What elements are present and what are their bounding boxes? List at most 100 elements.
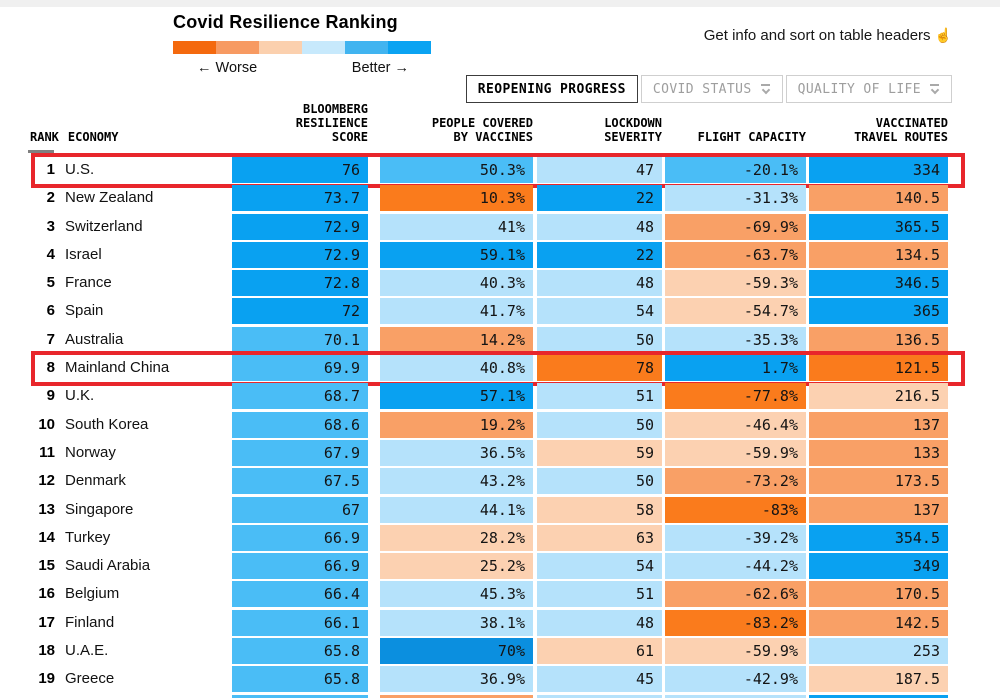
header-line: BLOOMBERG [302, 102, 368, 116]
column-header-lockdown-severity[interactable]: LOCKDOWN SEVERITY [545, 116, 670, 144]
economy-cell: New Zealand [65, 189, 154, 207]
header-line: LOCKDOWN [604, 116, 662, 130]
routes-cell: 170.5 [809, 581, 948, 608]
legend-color-segment [388, 41, 431, 54]
routes-cell: 134.5 [809, 241, 948, 268]
rank-cell: 9 [46, 387, 55, 405]
routes-cell: 137 [809, 496, 948, 523]
routes-cell: 136.5 [809, 326, 948, 353]
vaccines-cell: 44.1% [380, 496, 533, 523]
vaccines-cell: 19.2% [380, 411, 533, 438]
lockdown-cell: 54 [537, 553, 662, 580]
table-row [30, 694, 948, 698]
economy-cell: Belgium [65, 585, 120, 603]
rank-cell: 3 [46, 217, 55, 235]
page-title: Covid Resilience Ranking [173, 12, 398, 32]
rank-cell: 11 [39, 443, 55, 461]
vaccines-cell: 40.3% [380, 270, 533, 297]
vaccines-cell: 28.2% [380, 524, 533, 551]
flight-cell: -83% [665, 496, 806, 523]
economy-cell: U.S. [65, 161, 95, 178]
score-cell: 66.4 [232, 581, 368, 608]
legend-color-segment [259, 41, 302, 54]
routes-cell: 187.5 [809, 666, 948, 693]
table-row: 11 Norway 67.9 36.5% 59 -59.9% 133 [30, 439, 948, 466]
score-cell: 66.9 [232, 553, 368, 580]
flight-cell: -39.2% [665, 524, 806, 551]
economy-cell: Australia [65, 330, 124, 348]
rank-cell: 13 [38, 500, 55, 518]
table-row: 17 Finland 66.1 38.1% 48 -83.2% 142.5 [30, 609, 948, 636]
vaccines-cell: 57.1% [380, 383, 533, 410]
score-cell: 72 [232, 298, 368, 325]
vaccines-cell: 10.3% [380, 185, 533, 212]
score-cell: 66.9 [232, 524, 368, 551]
economy-cell: Spain [65, 302, 104, 320]
lockdown-cell: 58 [537, 496, 662, 523]
economy-cell: U.K. [65, 387, 95, 405]
lockdown-cell: 63 [537, 524, 662, 551]
economy-cell [65, 695, 230, 698]
legend-gradient-bar [173, 41, 431, 54]
table-row: 7 Australia 70.1 14.2% 50 -35.3% 136.5 [30, 326, 948, 353]
table-row: 9 U.K. 68.7 57.1% 51 -77.8% 216.5 [30, 383, 948, 410]
routes-cell: 349 [809, 553, 948, 580]
economy-cell: U.A.E. [65, 642, 109, 660]
column-header-flight-capacity[interactable]: FLIGHT CAPACITY [673, 130, 814, 144]
header-line: FLIGHT CAPACITY [697, 130, 806, 144]
header-line: SCORE [331, 130, 368, 144]
flight-cell: -46.4% [665, 411, 806, 438]
economy-header: ECONOMY [67, 130, 119, 144]
routes-cell: 354.5 [809, 524, 948, 551]
column-header-resilience-score[interactable]: BLOOMBERG RESILIENCE SCORE [240, 102, 376, 144]
rank-cell: 10 [38, 415, 55, 433]
vaccines-cell: 59.1% [380, 241, 533, 268]
economy-cell: Turkey [65, 528, 111, 546]
routes-cell: 142.5 [809, 609, 948, 636]
table-hint: Get info and sort on table headers ☝ [704, 27, 952, 44]
header-line: SEVERITY [604, 130, 662, 144]
vaccines-cell: 36.9% [380, 666, 533, 693]
lockdown-cell: 47 [537, 157, 662, 183]
header-divider-dash [28, 150, 54, 153]
vaccines-cell [380, 694, 533, 698]
hint-text: Get info and sort on table headers [703, 27, 931, 44]
routes-cell: 365.5 [809, 213, 948, 240]
flight-cell: -83.2% [665, 609, 806, 636]
rank-cell: 17 [38, 613, 55, 631]
column-header-people-covered[interactable]: PEOPLE COVERED BY VACCINES [388, 116, 541, 144]
rank-cell: 2 [46, 189, 55, 207]
rank-cell: 7 [46, 330, 55, 348]
lockdown-cell [537, 694, 662, 698]
lockdown-cell: 51 [537, 581, 662, 608]
vaccines-cell: 45.3% [380, 581, 533, 608]
score-cell: 76 [232, 157, 368, 183]
table-row: 18 U.A.E. 65.8 70% 61 -59.9% 253 [30, 638, 948, 665]
routes-cell: 253 [809, 638, 948, 665]
table-row: 14 Turkey 66.9 28.2% 63 -39.2% 354.5 [30, 524, 948, 551]
column-header-rank-economy[interactable]: RANK ECONOMY [30, 130, 238, 144]
lockdown-cell: 59 [537, 439, 662, 466]
column-header-vaccinated-travel-routes[interactable]: VACCINATED TRAVEL ROUTES [817, 116, 956, 144]
table-row: 10 South Korea 68.6 19.2% 50 -46.4% 137 [30, 411, 948, 438]
tab-reopening-progress[interactable]: REOPENING PROGRESS [465, 75, 638, 103]
vaccines-cell: 14.2% [380, 326, 533, 353]
score-cell: 68.7 [232, 383, 368, 410]
economy-cell: Singapore [65, 500, 134, 518]
table-header-row: RANK ECONOMY BLOOMBERG RESILIENCE SCORE … [30, 102, 948, 144]
economy-cell: France [65, 274, 112, 292]
view-tabs: REOPENING PROGRESS COVID STATUS QUALITY … [465, 75, 952, 103]
score-cell: 65.8 [232, 666, 368, 693]
legend-better-label: Better → [351, 60, 409, 76]
legend-color-segment [173, 41, 216, 54]
score-cell: 69.9 [232, 355, 368, 382]
score-cell: 72.9 [232, 241, 368, 268]
tab-covid-status[interactable]: COVID STATUS [640, 75, 783, 103]
tab-quality-of-life[interactable]: QUALITY OF LIFE [785, 75, 952, 103]
lockdown-cell: 50 [537, 326, 662, 353]
rank-cell: 12 [38, 472, 55, 490]
header-line: BY VACCINES [453, 130, 533, 144]
economy-cell: Denmark [65, 472, 126, 490]
table-rows: 1 U.S. 76 50.3% 47 -20.1% 334 2 New Zeal… [30, 152, 965, 698]
